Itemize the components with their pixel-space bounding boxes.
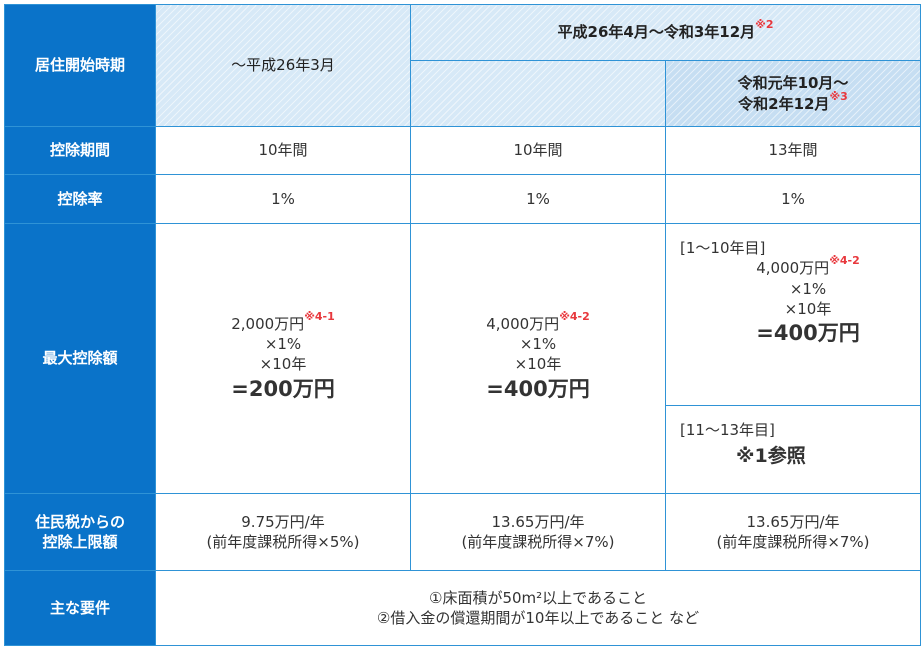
max-c1-line1: 2,000万円 — [231, 314, 305, 333]
requirement-1: ①床面積が50m²以上であること — [429, 588, 648, 607]
row-max-a: 最大控除額 2,000万円※4-1 ×1% ×10年 =200万円 4,000万… — [4, 223, 922, 494]
period-c1: 10年間 — [155, 126, 411, 175]
header-col1-text: 〜平成26年3月 — [231, 56, 335, 75]
row-period: 控除期間 10年間 10年間 13年間 — [4, 126, 922, 175]
resident-c1-amount: 9.75万円/年 — [241, 512, 325, 531]
header-col3-period: 令和元年10月〜 令和2年12月※3 — [664, 60, 922, 127]
resident-c3-amount: 13.65万円/年 — [746, 512, 840, 531]
loan-deduction-table: 居住開始時期 〜平成26年3月 平成26年4月〜令和3年12月※2 令和元年10… — [4, 4, 922, 646]
header-row-2: 令和元年10月〜 令和2年12月※3 — [5, 60, 922, 127]
requirement-2: ②借入金の償還期間が10年以上であること など — [376, 609, 700, 627]
max-c3a-range: [1〜10年目] — [680, 239, 766, 257]
header-col3-note: ※3 — [829, 89, 848, 103]
row-label-resident-line2: 控除上限額 — [42, 533, 118, 551]
max-c3a-total: =400万円 — [756, 321, 860, 345]
row-label-resident: 住民税からの 控除上限額 — [4, 493, 156, 571]
row-label-resident-line1: 住民税からの — [34, 512, 125, 531]
header-col3-line2: 令和2年12月 — [738, 94, 830, 113]
period-c2: 10年間 — [410, 126, 666, 175]
max-c2: 4,000万円※4-2 ×1% ×10年 =400万円 — [410, 223, 666, 494]
max-c2-line1: 4,000万円 — [486, 314, 560, 333]
row-rate: 控除率 1% 1% 1% — [4, 174, 922, 224]
row-label-move-in-period: 居住開始時期 — [4, 4, 156, 127]
max-c3a-line3: ×10年 — [784, 299, 832, 318]
max-c3b-ref: ※1参照 — [736, 445, 806, 468]
resident-c2: 13.65万円/年 (前年度課税所得×7%) — [410, 493, 666, 571]
resident-c1-basis: (前年度課税所得×5%) — [206, 533, 360, 551]
resident-c2-basis: (前年度課税所得×7%) — [461, 533, 615, 551]
rate-c2: 1% — [410, 174, 666, 224]
max-c1: 2,000万円※4-1 ×1% ×10年 =200万円 — [155, 223, 411, 494]
header-col1-period: 〜平成26年3月 — [155, 4, 411, 127]
row-label-requirements: 主な要件 — [4, 570, 156, 646]
max-c3b-range: [11〜13年目] — [680, 421, 775, 439]
max-c2-total: =400万円 — [486, 376, 590, 401]
max-c2-line3: ×10年 — [514, 355, 562, 374]
resident-c2-amount: 13.65万円/年 — [491, 512, 585, 531]
max-c2-line2: ×1% — [519, 335, 557, 354]
max-c2-note: ※4-2 — [559, 309, 590, 323]
header-col23-period: 平成26年4月〜令和3年12月※2 — [409, 4, 922, 61]
row-label-max: 最大控除額 — [4, 223, 156, 494]
row-max-b: [11〜13年目] ※1参照 — [5, 405, 922, 494]
max-c3a-line1: 4,000万円 — [756, 259, 830, 278]
max-c3b: [11〜13年目] ※1参照 — [664, 405, 922, 494]
period-c3: 13年間 — [664, 126, 922, 175]
max-c1-total: =200万円 — [231, 376, 335, 401]
row-resident: 住民税からの 控除上限額 9.75万円/年 (前年度課税所得×5%) 13.65… — [4, 493, 922, 571]
max-c3a: [1〜10年目] 4,000万円※4-2 ×1% ×10年 =400万円 — [664, 223, 922, 406]
resident-c1: 9.75万円/年 (前年度課税所得×5%) — [155, 493, 411, 571]
rate-c1: 1% — [155, 174, 411, 224]
rate-c3: 1% — [664, 174, 922, 224]
row-label-period: 控除期間 — [4, 126, 156, 175]
max-c3a-line2: ×1% — [789, 279, 827, 298]
max-c1-line2: ×1% — [264, 335, 302, 354]
header-col23-text: 平成26年4月〜令和3年12月 — [557, 23, 756, 42]
header-col23-note: ※2 — [755, 18, 774, 32]
resident-c3: 13.65万円/年 (前年度課税所得×7%) — [664, 493, 922, 571]
max-c1-note: ※4-1 — [304, 309, 335, 323]
row-requirements: 主な要件 ①床面積が50m²以上であること ②借入金の償還期間が10年以上である… — [4, 570, 922, 646]
header-row-1: 居住開始時期 〜平成26年3月 平成26年4月〜令和3年12月※2 — [4, 4, 922, 127]
header-col3-line1: 令和元年10月〜 — [737, 74, 849, 93]
row-label-rate: 控除率 — [4, 174, 156, 224]
header-col2-empty — [410, 60, 666, 127]
max-c3a-note: ※4-2 — [829, 254, 860, 268]
max-c1-line3: ×10年 — [259, 355, 307, 374]
requirements-cell: ①床面積が50m²以上であること ②借入金の償還期間が10年以上であること など — [154, 570, 922, 646]
resident-c3-basis: (前年度課税所得×7%) — [716, 533, 870, 551]
